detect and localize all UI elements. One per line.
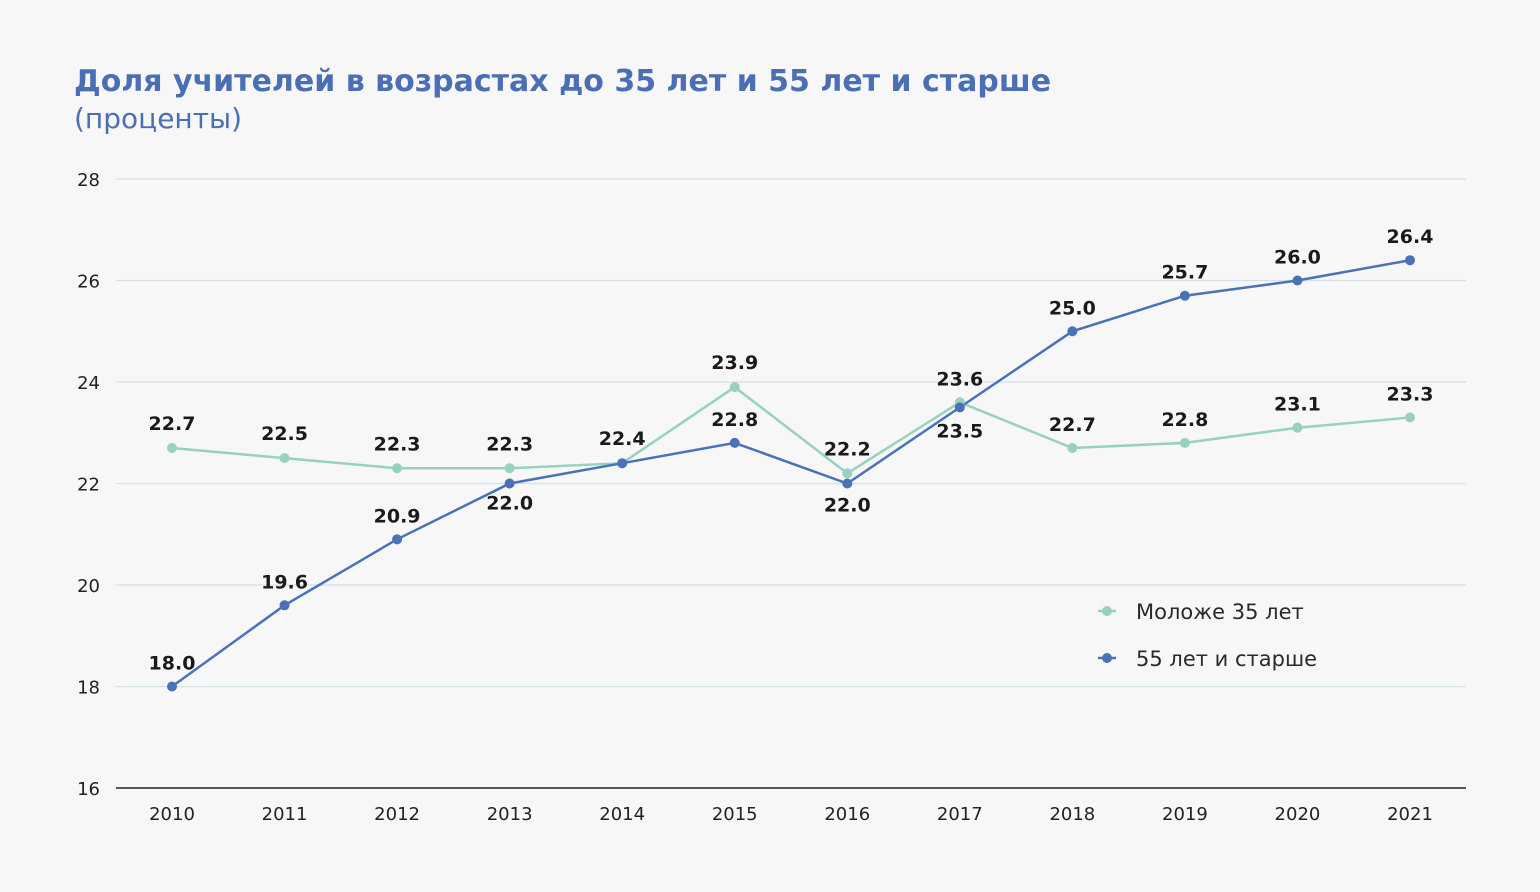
series-1-data-label: 22.8 [1161,409,1208,431]
series-2-data-label: 22.8 [711,409,758,431]
series-2-point [1067,326,1078,337]
y-tick-label: 16 [77,779,100,800]
x-tick-label: 2011 [262,804,308,825]
series-2-data-label: 25.7 [1161,262,1208,284]
legend-label-1: Моложе 35 лет [1136,600,1304,624]
x-axis-ticks: 2010 2011 2012 2013 2014 2015 2016 2017 2018 2019… [149,804,1433,825]
x-tick-label: 2017 [937,804,983,825]
series-2-point [167,681,177,692]
series-2-point [729,437,740,448]
legend-marker-2 [1102,653,1112,663]
series-1-point [167,442,177,453]
data-labels: 22.7 22.5 22.3 22.3 22.4 23.9 22.2 23.6 22.7 22.8… [149,226,1434,674]
legend-marker-1 [1102,606,1112,616]
y-tick-label: 18 [77,678,100,699]
series-1-data-label: 22.3 [486,433,533,455]
series-2-point [279,600,290,611]
legend: Моложе 35 лет 55 лет и старше [1098,600,1317,671]
x-tick-label: 2021 [1387,804,1433,825]
series-2-data-label: 25.0 [1049,297,1096,319]
chart-title: Доля учителей в возрастах до 35 лет и 55… [74,64,1052,99]
series-line-2 [171,258,1411,688]
series-1-point [729,382,740,393]
x-tick-label: 2019 [1162,804,1208,825]
x-tick-label: 2012 [374,804,420,825]
series-2-data-label: 19.6 [261,571,308,593]
x-tick-label: 2010 [149,804,195,825]
series-2-point [1405,255,1415,266]
series-2-point [617,458,628,469]
series-2-data-label: 22.0 [824,495,871,517]
x-tick-label: 2018 [1049,804,1095,825]
chart-subtitle: (проценты) [74,102,243,135]
series-1-point [1292,422,1303,433]
x-tick-label: 2016 [824,804,870,825]
series-2-point [504,478,515,489]
series-1-point [1405,412,1415,423]
series-2-point [1292,275,1303,286]
series-2-data-label: 18.0 [149,653,196,675]
series-1-data-label: 22.5 [261,423,308,445]
series-1-data-label: 23.1 [1274,394,1321,416]
y-tick-label: 26 [77,272,100,293]
series-lines [171,258,1411,688]
series-points [167,255,1415,692]
series-2-data-label: 26.0 [1274,247,1321,269]
y-tick-label: 20 [77,576,100,597]
series-2-data-label: 20.9 [374,505,421,527]
series-2-point [842,478,853,489]
series-1-data-label: 23.3 [1387,384,1434,406]
series-2-data-label: 26.4 [1387,226,1434,248]
series-1-point [504,463,515,474]
series-1-data-label: 22.7 [149,413,196,435]
y-axis-ticks: 16 18 20 22 24 26 28 [77,170,100,800]
series-2-point [1179,290,1190,301]
series-2-point [392,534,403,545]
series-1-data-label: 22.7 [1049,414,1096,436]
x-tick-label: 2014 [599,804,645,825]
series-1-point [279,453,290,464]
x-tick-label: 2020 [1275,804,1321,825]
series-1-point [1067,442,1078,453]
legend-label-2: 55 лет и старше [1136,647,1317,671]
y-tick-label: 28 [77,170,100,191]
y-tick-label: 22 [77,475,100,496]
gridlines [116,178,1466,789]
series-2-data-label: 23.5 [936,420,983,442]
series-1-point [392,463,403,474]
series-1-data-label: 22.3 [374,433,421,455]
x-tick-label: 2015 [712,804,758,825]
series-1-data-label: 22.4 [599,428,646,450]
series-2-data-label: 22.0 [486,493,533,515]
series-1-point [842,468,853,479]
x-tick-label: 2013 [487,804,533,825]
series-2-point [954,402,965,413]
series-1-point [1179,437,1190,448]
series-1-data-label: 23.9 [711,352,758,374]
y-tick-label: 24 [77,373,100,394]
series-1-data-label: 22.2 [824,438,871,460]
series-line-1 [171,385,1411,475]
series-1-data-label: 23.6 [936,368,983,390]
